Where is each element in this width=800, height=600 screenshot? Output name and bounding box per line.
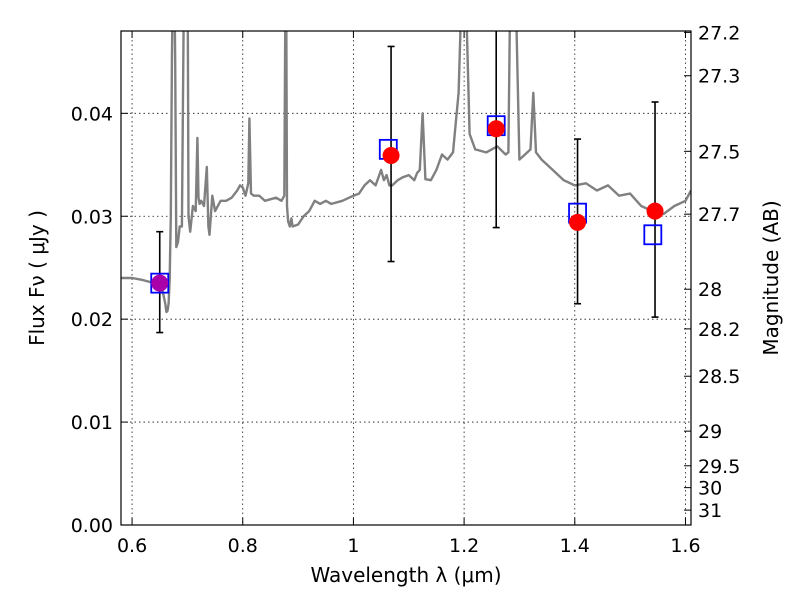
observed-point: [151, 274, 169, 292]
x-tick-label: 1.6: [670, 535, 700, 557]
y2-tick-label: 27.3: [698, 66, 740, 88]
sed-model-line: [121, 31, 691, 314]
y2-tick-label: 28.5: [698, 366, 740, 388]
x-tick-label: 1.2: [449, 535, 479, 557]
y2-tick-label: 29.5: [698, 456, 740, 478]
x-tick-label: 0.8: [228, 535, 258, 557]
observed-points-layer: [151, 120, 664, 292]
y2-tick-label: 28: [698, 279, 722, 301]
y-tick-label: 0.02: [71, 309, 113, 331]
y-tick-label: 0.03: [71, 206, 113, 228]
y2-tick-label: 27.7: [698, 204, 740, 226]
y2-tick-label: 29: [698, 421, 722, 443]
y-axis-label: Flux Fν ( μJy ): [25, 210, 49, 346]
observed-point: [646, 202, 664, 220]
model-point: [643, 224, 663, 246]
observed-point: [382, 147, 400, 165]
observed-point: [487, 120, 505, 138]
y2-tick-label: 30: [698, 478, 722, 500]
y2-axis-label: Magnitude (AB): [759, 200, 783, 355]
x-axis-label: Wavelength λ (μm): [310, 563, 501, 587]
y-tick-label: 0.00: [71, 515, 113, 537]
y2-tick-label: 31: [698, 500, 722, 522]
sed-model-layer: [121, 31, 691, 314]
x-tick-label: 0.6: [117, 535, 147, 557]
x-tick-label: 1.4: [560, 535, 590, 557]
y-tick-label: 0.01: [71, 412, 113, 434]
plot-frame: [120, 30, 692, 526]
observed-point: [569, 213, 587, 231]
x-axis-ticks: 0.6 0.8 1 1.2 1.4 1.6: [117, 31, 701, 557]
plot-background: [121, 31, 691, 525]
x-tick-label: 1: [347, 535, 359, 557]
y2-tick-label: 28.2: [698, 319, 740, 341]
y-tick-label: 0.04: [71, 103, 113, 125]
y2-tick-label: 27.2: [698, 22, 740, 44]
y-axis-ticks: 0.00 0.01 0.02 0.03 0.04: [71, 103, 128, 537]
y2-tick-label: 27.5: [698, 141, 740, 163]
